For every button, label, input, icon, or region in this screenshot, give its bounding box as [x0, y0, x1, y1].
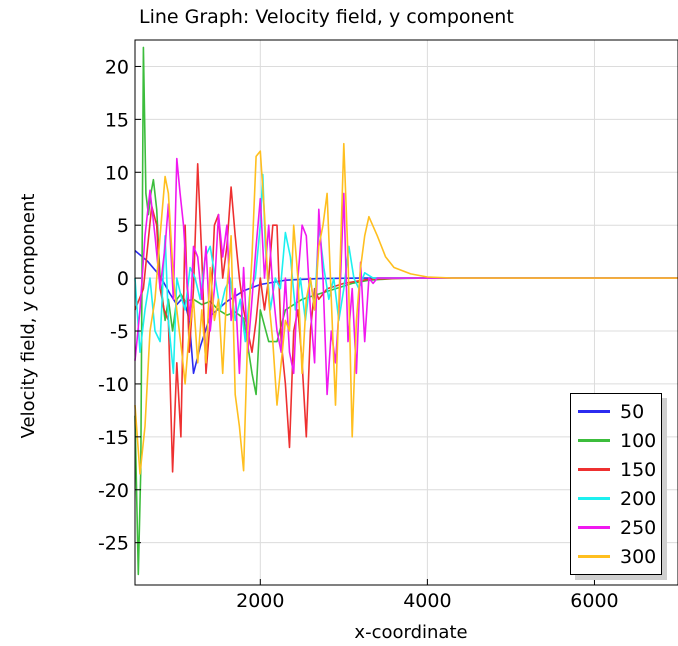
legend-item-250: 250	[571, 513, 661, 542]
legend-swatch	[578, 526, 610, 529]
legend-label: 200	[620, 487, 657, 510]
legend-item-200: 200	[571, 484, 661, 513]
legend-swatch	[578, 439, 610, 442]
legend-label: 250	[620, 516, 657, 539]
x-tick-label: 2000	[236, 590, 284, 612]
y-tick-label: -20	[98, 480, 129, 502]
legend-swatch	[578, 468, 610, 471]
y-tick-label: 15	[105, 109, 129, 131]
series-line-150	[134, 163, 678, 473]
legend-label: 50	[620, 400, 645, 423]
y-tick-label: 20	[105, 56, 129, 78]
y-tick-label: -5	[110, 321, 129, 343]
x-tick-label: 6000	[570, 590, 618, 612]
x-tick-label: 4000	[403, 590, 451, 612]
legend-label: 150	[620, 458, 657, 481]
y-tick-label: 10	[105, 162, 129, 184]
legend: 50 100 150 200 250 300	[570, 393, 662, 575]
y-axis-label: Velocity field, y component	[18, 194, 39, 439]
tick-layer: 2000 4000 6000 20 15 10 5 0 -5 -10 -15 -20 -25	[98, 56, 619, 612]
legend-item-100: 100	[571, 426, 661, 455]
x-axis-label: x-coordinate	[354, 622, 467, 643]
series-line-250	[134, 157, 678, 396]
chart-title: Line Graph: Velocity field, y component	[139, 6, 514, 28]
y-tick-label: 5	[117, 215, 129, 237]
y-tick-label: -15	[98, 427, 129, 449]
y-tick-label: -25	[98, 533, 129, 555]
series-line-300	[134, 142, 678, 475]
series-line-200	[134, 173, 678, 375]
legend-item-150: 150	[571, 455, 661, 484]
legend-label: 300	[620, 545, 657, 568]
plot-frame	[134, 39, 678, 586]
legend-swatch	[578, 555, 610, 558]
legend-item-50: 50	[571, 397, 661, 426]
y-tick-label: -10	[98, 374, 129, 396]
legend-swatch	[578, 497, 610, 500]
series-layer	[134, 46, 678, 576]
legend-item-300: 300	[571, 542, 661, 571]
y-tick-label: 0	[117, 268, 129, 290]
legend-label: 100	[620, 429, 657, 452]
legend-swatch	[578, 410, 610, 413]
